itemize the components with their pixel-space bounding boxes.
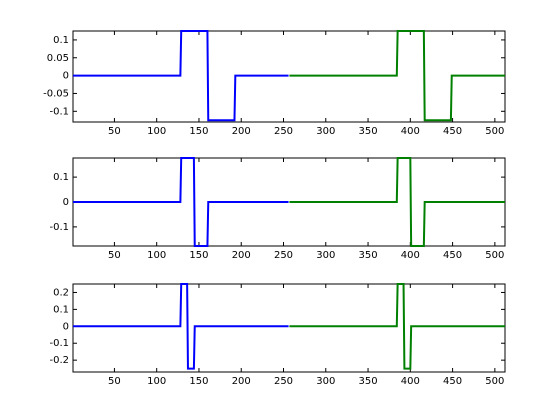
y-tick-label: 0.2 xyxy=(53,287,69,298)
y-tick-label: -0.05 xyxy=(43,88,69,99)
x-tick-label: 50 xyxy=(108,376,121,387)
x-tick-label: 350 xyxy=(358,250,377,261)
line-series xyxy=(289,157,505,247)
y-tick-label: -0.1 xyxy=(49,222,69,233)
x-tick-label: 50 xyxy=(108,250,121,261)
axes-frame xyxy=(72,283,506,373)
x-tick-label: 500 xyxy=(485,126,504,137)
subplot: 50 100 150 200 250 300 350 400 450 500 0.2 0.1 0 -0.1… xyxy=(49,283,506,387)
line-series xyxy=(289,30,505,122)
y-tick-label: 0.1 xyxy=(53,304,69,315)
x-tick-label: 250 xyxy=(274,126,293,137)
y-tick-label: 0 xyxy=(63,197,69,208)
x-tick-label: 450 xyxy=(443,126,462,137)
x-tick-label: 400 xyxy=(401,250,420,261)
x-tick-label: 400 xyxy=(401,376,420,387)
x-tick-label: 300 xyxy=(316,376,335,387)
x-tick-label: 100 xyxy=(147,250,166,261)
x-tick-label: 250 xyxy=(274,250,293,261)
x-tick-label: 150 xyxy=(189,126,208,137)
x-tick-label: 100 xyxy=(147,376,166,387)
x-tick-label: 450 xyxy=(443,376,462,387)
x-tick-label: 200 xyxy=(232,376,251,387)
y-tick-label: 0.1 xyxy=(53,35,69,46)
x-tick-label: 200 xyxy=(232,250,251,261)
line-series xyxy=(73,157,289,247)
y-tick-label: 0 xyxy=(63,321,69,332)
line-series xyxy=(289,283,505,370)
x-tick-label: 100 xyxy=(147,126,166,137)
x-tick-label: 50 xyxy=(108,126,121,137)
subplot: 50 100 150 200 250 300 350 400 450 500 0.1 0.05 0 -0.… xyxy=(43,30,506,137)
x-tick-label: 450 xyxy=(443,250,462,261)
x-tick-label: 350 xyxy=(358,126,377,137)
y-tick-label: -0.1 xyxy=(49,106,69,117)
x-tick-label: 350 xyxy=(358,376,377,387)
x-tick-label: 150 xyxy=(189,376,208,387)
line-series xyxy=(73,283,289,370)
x-tick-label: 300 xyxy=(316,250,335,261)
y-tick-label: 0.1 xyxy=(53,172,69,183)
x-tick-label: 250 xyxy=(274,376,293,387)
x-tick-label: 150 xyxy=(189,250,208,261)
y-tick-label: 0 xyxy=(63,71,69,82)
y-tick-label: 0.05 xyxy=(47,53,69,64)
line-series xyxy=(73,30,289,122)
x-tick-label: 500 xyxy=(485,250,504,261)
x-tick-label: 200 xyxy=(232,126,251,137)
x-tick-label: 500 xyxy=(485,376,504,387)
subplot: 50 100 150 200 250 300 350 400 450 500 0.1 0 -0.1 xyxy=(49,157,506,261)
x-tick-label: 300 xyxy=(316,126,335,137)
y-tick-label: -0.2 xyxy=(49,355,69,366)
x-tick-label: 400 xyxy=(401,126,420,137)
y-tick-label: -0.1 xyxy=(49,338,69,349)
